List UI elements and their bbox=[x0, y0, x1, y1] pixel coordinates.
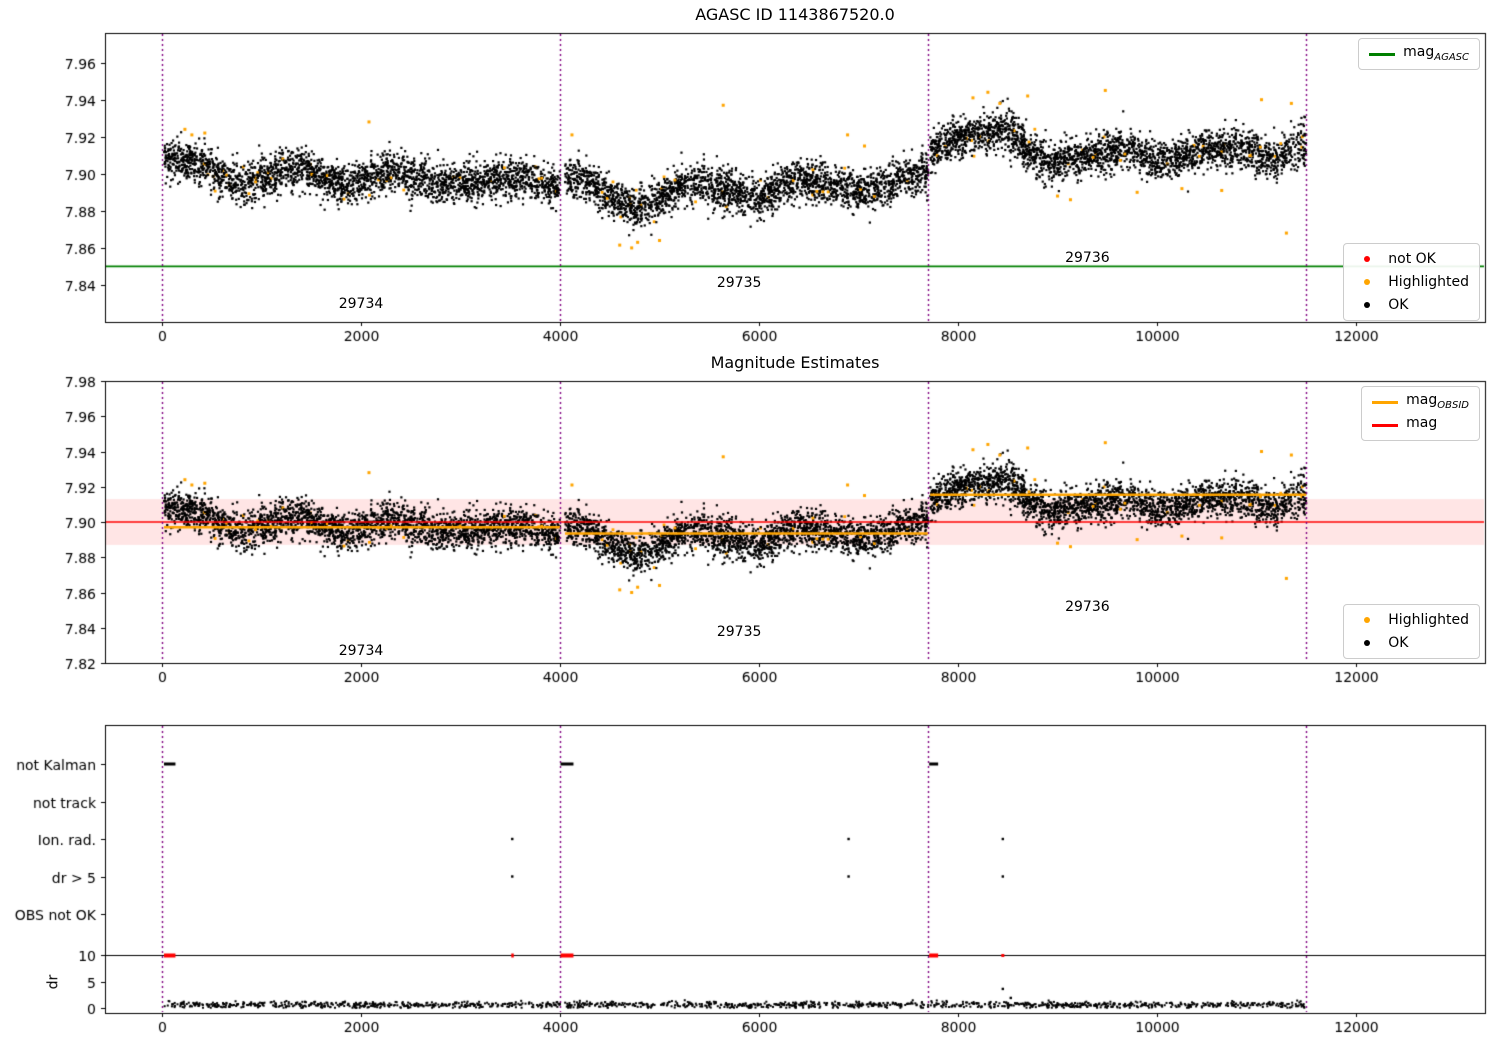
panel1-title: AGASC ID 1143867520.0 bbox=[695, 5, 895, 24]
orange-dot-swatch bbox=[1364, 279, 1371, 285]
legend-handle bbox=[1354, 279, 1380, 285]
legend-panel2-points: Highlighted OK bbox=[1343, 604, 1480, 659]
black-dot-swatch bbox=[1364, 640, 1371, 646]
panel2-title: Magnitude Estimates bbox=[710, 353, 880, 372]
obsid-annotation: 29734 bbox=[338, 296, 384, 313]
red-dot-swatch bbox=[1364, 256, 1371, 262]
legend-label: OK bbox=[1388, 635, 1409, 651]
legend-item-ok: OK bbox=[1354, 295, 1469, 315]
legend-handle bbox=[1372, 400, 1399, 404]
legend-item-mag-agasc: magAGASC bbox=[1369, 44, 1469, 64]
legend-label: mag bbox=[1406, 415, 1438, 432]
obsid-annotation: 29736 bbox=[1065, 599, 1110, 616]
legend-item-highlighted: Highlighted bbox=[1354, 610, 1469, 630]
legend-item-not-ok: not OK bbox=[1354, 249, 1469, 269]
legend-handle bbox=[1354, 640, 1380, 646]
legend-item-highlighted: Highlighted bbox=[1354, 272, 1469, 292]
legend-handle bbox=[1369, 52, 1396, 56]
legend-handle bbox=[1372, 423, 1399, 427]
legend-mag-obsid: magOBSID mag bbox=[1361, 386, 1480, 441]
legend-item-mag-obsid: magOBSID bbox=[1372, 392, 1469, 412]
legend-handle bbox=[1354, 302, 1380, 308]
legend-label: Highlighted bbox=[1388, 612, 1469, 628]
legend-panel1-points: not OK Highlighted OK bbox=[1343, 243, 1480, 321]
legend-item-ok: OK bbox=[1354, 633, 1469, 653]
red-line-swatch bbox=[1372, 423, 1399, 427]
legend-handle bbox=[1354, 256, 1380, 262]
legend-label: not OK bbox=[1388, 251, 1436, 267]
legend-label: magAGASC bbox=[1403, 44, 1469, 63]
obsid-annotation: 29735 bbox=[716, 275, 762, 292]
obsid-annotation: 29736 bbox=[1065, 250, 1110, 267]
legend-item-mag: mag bbox=[1372, 415, 1469, 435]
green-line-swatch bbox=[1369, 52, 1396, 56]
obsid-annotation: 29734 bbox=[338, 643, 384, 659]
legend-mag-agasc: magAGASC bbox=[1358, 38, 1480, 70]
obsid-annotation: 29735 bbox=[716, 624, 762, 641]
legend-label: magOBSID bbox=[1406, 392, 1469, 411]
black-dot-swatch bbox=[1364, 302, 1371, 308]
legend-handle bbox=[1354, 617, 1380, 623]
legend-label: OK bbox=[1388, 297, 1409, 313]
dr-axis-label: dr bbox=[45, 974, 62, 990]
legend-label: Highlighted bbox=[1388, 274, 1469, 290]
orange-dot-swatch bbox=[1364, 617, 1371, 623]
orange-line-swatch bbox=[1372, 400, 1399, 404]
